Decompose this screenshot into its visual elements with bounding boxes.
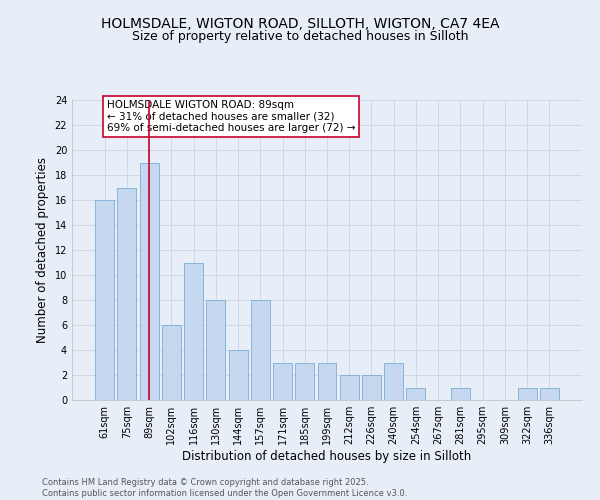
Text: HOLMSDALE WIGTON ROAD: 89sqm
← 31% of detached houses are smaller (32)
69% of se: HOLMSDALE WIGTON ROAD: 89sqm ← 31% of de… <box>107 100 355 133</box>
Text: Size of property relative to detached houses in Silloth: Size of property relative to detached ho… <box>132 30 468 43</box>
Bar <box>540 388 559 400</box>
Bar <box>251 300 270 400</box>
Bar <box>451 388 470 400</box>
Y-axis label: Number of detached properties: Number of detached properties <box>36 157 49 343</box>
Bar <box>206 300 225 400</box>
Bar <box>273 362 292 400</box>
Bar <box>317 362 337 400</box>
Text: HOLMSDALE, WIGTON ROAD, SILLOTH, WIGTON, CA7 4EA: HOLMSDALE, WIGTON ROAD, SILLOTH, WIGTON,… <box>101 18 499 32</box>
Bar <box>340 375 359 400</box>
Text: Contains HM Land Registry data © Crown copyright and database right 2025.
Contai: Contains HM Land Registry data © Crown c… <box>42 478 407 498</box>
Bar <box>406 388 425 400</box>
X-axis label: Distribution of detached houses by size in Silloth: Distribution of detached houses by size … <box>182 450 472 463</box>
Bar <box>362 375 381 400</box>
Bar <box>95 200 114 400</box>
Bar <box>518 388 536 400</box>
Bar <box>118 188 136 400</box>
Bar <box>184 262 203 400</box>
Bar <box>384 362 403 400</box>
Bar <box>229 350 248 400</box>
Bar <box>140 162 158 400</box>
Bar <box>295 362 314 400</box>
Bar <box>162 325 181 400</box>
